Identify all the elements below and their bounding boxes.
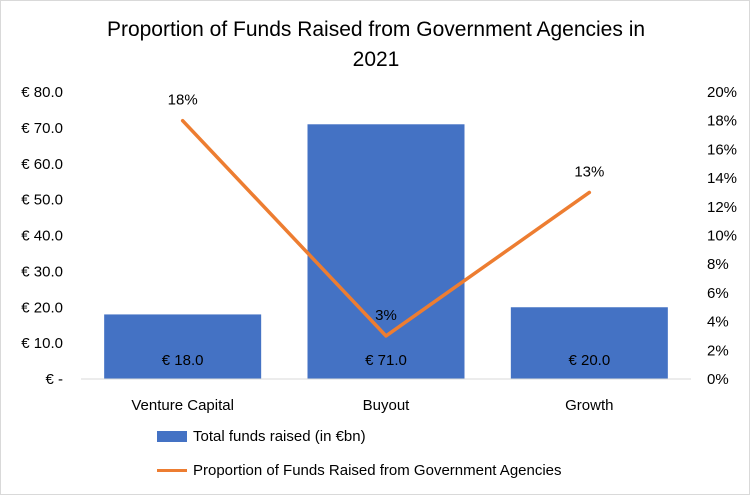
legend-line-label: Proportion of Funds Raised from Governme…	[193, 461, 562, 479]
y-right-tick-label: 16%	[707, 141, 737, 158]
line-point	[181, 119, 185, 123]
y-right-tick-label: 18%	[707, 113, 737, 130]
y-right-tick-label: 20%	[707, 84, 737, 101]
y-right-tick-label: 4%	[707, 314, 729, 331]
y-right-tick-label: 14%	[707, 170, 737, 187]
y-right-tick-label: 6%	[707, 285, 729, 302]
y-right-tick-label: 0%	[707, 371, 729, 388]
y-left-tick-label: € 80.0	[21, 84, 63, 101]
legend-item-bar: Total funds raised (in €bn)	[157, 425, 562, 447]
y-left-tick-label: € 60.0	[21, 156, 63, 173]
y-left-tick-label: € 10.0	[21, 335, 63, 352]
chart-title-line-2: 2021	[352, 48, 400, 71]
bar-data-label: € 20.0	[568, 352, 610, 369]
line-data-label: 13%	[574, 163, 604, 180]
y-left-tick-label: € 70.0	[21, 120, 63, 137]
bar	[510, 307, 668, 379]
legend-bar-label: Total funds raised (in €bn)	[193, 427, 366, 445]
bar	[307, 124, 465, 379]
y-right-tick-label: 2%	[707, 342, 729, 359]
x-tick-label: Growth	[565, 397, 613, 414]
y-left-tick-label: € 50.0	[21, 192, 63, 209]
x-tick-label: Venture Capital	[131, 397, 234, 414]
legend-bar-swatch	[157, 430, 187, 442]
chart-title: Proportion of Funds Raised from Governme…	[1, 15, 750, 75]
y-right-tick-label: 10%	[707, 228, 737, 245]
y-right-tick-label: 8%	[707, 256, 729, 273]
legend-line-swatch	[157, 468, 187, 472]
line-data-label: 18%	[168, 92, 198, 109]
line-data-label: 3%	[375, 307, 397, 324]
bar	[104, 314, 262, 379]
y-left-tick-label: € -	[45, 371, 63, 388]
y-left-tick-label: € 30.0	[21, 263, 63, 280]
legend-item-line: Proportion of Funds Raised from Governme…	[157, 459, 562, 481]
bar-data-label: € 18.0	[162, 352, 204, 369]
line-point	[384, 334, 388, 338]
line-point	[587, 190, 591, 194]
y-left-tick-label: € 40.0	[21, 228, 63, 245]
y-right-tick-label: 12%	[707, 199, 737, 216]
bar-data-label: € 71.0	[365, 352, 407, 369]
y-left-tick-label: € 20.0	[21, 299, 63, 316]
x-tick-label: Buyout	[363, 397, 411, 414]
legend: Total funds raised (in €bn) Proportion o…	[157, 425, 562, 493]
chart-title-line-1: Proportion of Funds Raised from Governme…	[106, 18, 646, 41]
